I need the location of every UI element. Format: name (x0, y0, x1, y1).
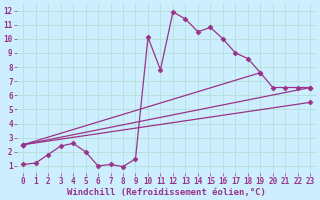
X-axis label: Windchill (Refroidissement éolien,°C): Windchill (Refroidissement éolien,°C) (67, 188, 266, 197)
